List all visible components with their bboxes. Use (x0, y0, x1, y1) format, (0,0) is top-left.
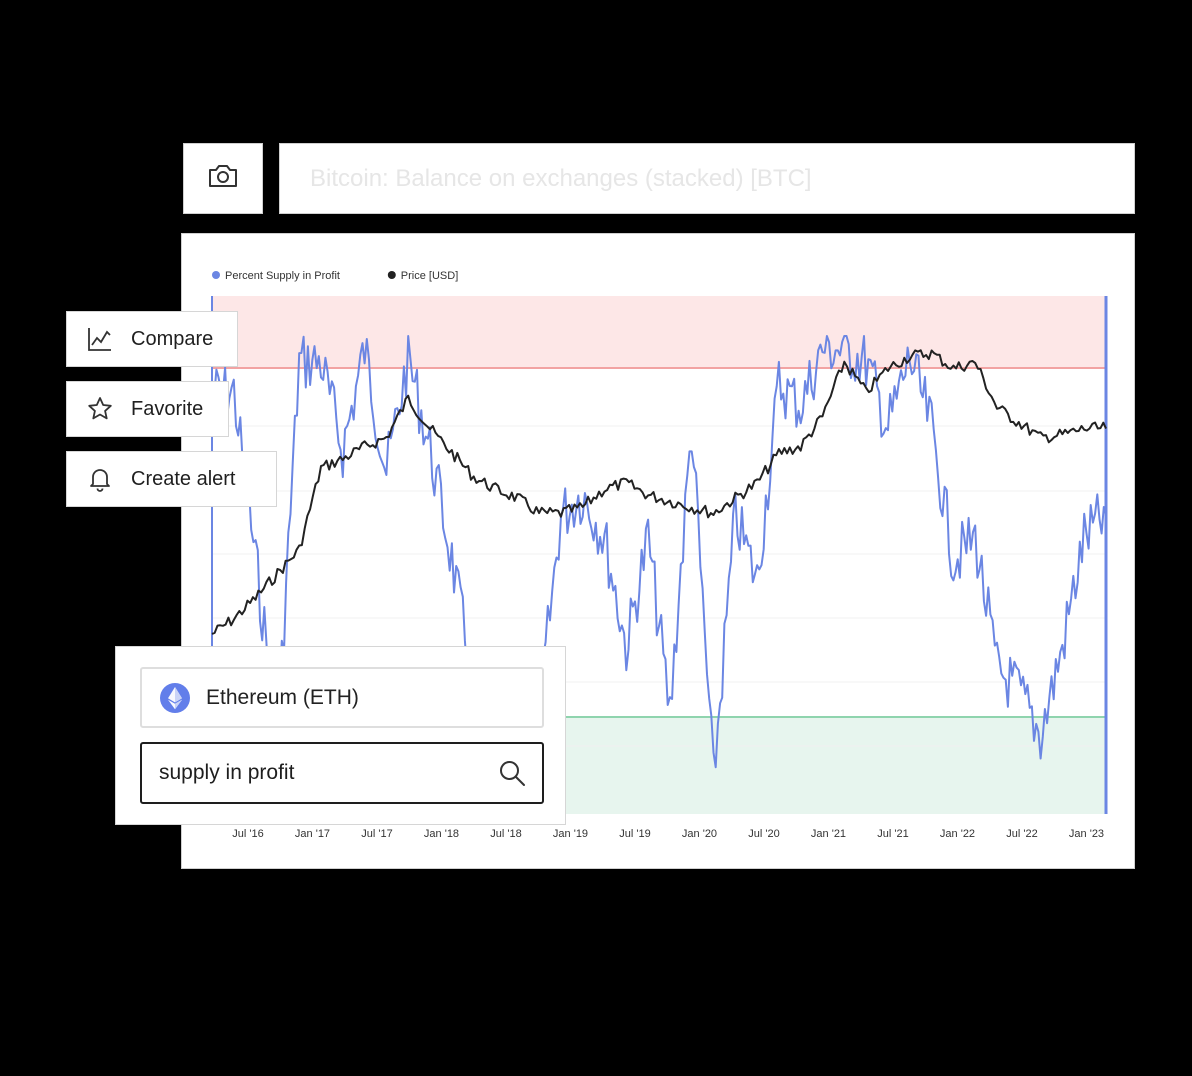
create-alert-label: Create alert (131, 467, 236, 490)
x-tick-label: Jan '21 (811, 828, 846, 840)
price-line (211, 349, 1107, 635)
compare-label: Compare (131, 327, 214, 350)
asset-selector[interactable]: Ethereum (ETH) (140, 667, 544, 728)
x-tick-label: Jan '23 (1069, 828, 1104, 840)
supply-in-profit-line (211, 335, 1107, 769)
line-chart-icon (87, 326, 113, 352)
x-tick-label: Jan '20 (682, 828, 717, 840)
favorite-label: Favorite (131, 397, 204, 420)
legend-label: Price [USD] (401, 270, 458, 282)
x-tick-label: Jan '22 (940, 828, 975, 840)
bell-icon (87, 466, 113, 492)
high-band (212, 296, 1106, 368)
ethereum-icon (160, 682, 190, 713)
search-icon[interactable] (498, 759, 526, 787)
asset-label: Ethereum (ETH) (206, 685, 359, 709)
metric-title-bar[interactable]: Bitcoin: Balance on exchanges (stacked) … (279, 143, 1135, 214)
metric-search-panel: Ethereum (ETH) supply in profit (115, 646, 566, 825)
legend-marker (387, 271, 396, 279)
favorite-button[interactable]: Favorite (66, 381, 229, 437)
create-alert-button[interactable]: Create alert (66, 451, 277, 507)
x-tick-label: Jul '22 (1006, 828, 1037, 840)
compare-button[interactable]: Compare (66, 311, 238, 367)
x-tick-label: Jul '19 (619, 828, 650, 840)
x-tick-label: Jul '20 (748, 828, 779, 840)
x-tick-label: Jul '21 (877, 828, 908, 840)
star-icon (87, 396, 113, 422)
x-tick-label: Jan '17 (295, 828, 330, 840)
x-tick-label: Jul '16 (232, 828, 263, 840)
x-tick-label: Jan '19 (553, 828, 588, 840)
legend-label: Percent Supply in Profit (225, 270, 340, 282)
metric-title: Bitcoin: Balance on exchanges (stacked) … (310, 164, 812, 192)
screenshot-button[interactable] (183, 143, 263, 214)
camera-icon (207, 162, 239, 195)
x-tick-label: Jul '17 (361, 828, 392, 840)
legend-marker (212, 271, 220, 279)
x-tick-label: Jan '18 (424, 828, 459, 840)
x-tick-label: Jul '18 (490, 828, 521, 840)
search-input[interactable]: supply in profit (140, 742, 544, 804)
search-query: supply in profit (159, 761, 295, 784)
